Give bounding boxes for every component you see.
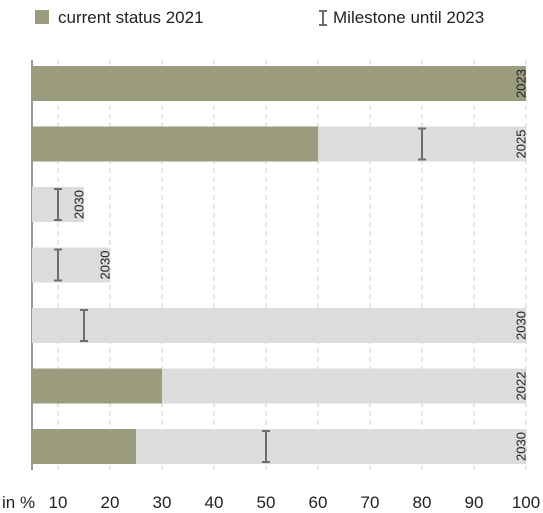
status-bar (32, 368, 162, 404)
x-tick-label: 10 (49, 493, 68, 512)
x-tick-label: 60 (309, 493, 328, 512)
legend-status-swatch (35, 10, 49, 24)
target-year-label: 2030 (98, 251, 113, 280)
x-axis-ticks: 10 20 30 40 50 60 70 80 90 100 (49, 493, 541, 512)
status-bar (32, 126, 318, 162)
target-year-label: 2030 (514, 311, 529, 340)
x-tick-label: 70 (361, 493, 380, 512)
bar-row: 2030 (32, 429, 529, 464)
legend-milestone-icon (319, 10, 327, 26)
bar-row: 2030 (32, 187, 87, 222)
x-tick-label: 30 (153, 493, 172, 512)
milestone-marker (80, 309, 88, 342)
target-bar (32, 308, 526, 343)
bar-row: 2023 (32, 66, 529, 101)
target-year-label: 2025 (514, 130, 529, 159)
target-year-label: 2022 (514, 372, 529, 401)
x-tick-label: 20 (101, 493, 120, 512)
target-year-label: 2023 (514, 69, 529, 98)
legend-status-label: current status 2021 (58, 8, 204, 27)
x-tick-label: 80 (413, 493, 432, 512)
legend: current status 2021 Milestone until 2023 (35, 8, 484, 27)
milestone-marker (54, 188, 62, 221)
x-tick-label: 100 (512, 493, 540, 512)
x-axis: in % 10 20 30 40 50 60 70 80 90 100 (2, 493, 540, 512)
milestone-marker (262, 430, 270, 463)
bar-row: 2022 (32, 368, 529, 404)
legend-milestone-label: Milestone until 2023 (333, 8, 484, 27)
milestone-marker (418, 127, 426, 161)
target-year-label: 2030 (72, 190, 87, 219)
bar-row: 2030 (32, 308, 529, 343)
target-bar (32, 247, 110, 283)
bars: 2023 2025 2030 2030 2030 2022 2030 (32, 66, 529, 464)
status-bar (32, 429, 136, 464)
gridlines (57, 60, 527, 470)
bar-row: 2025 (32, 126, 529, 162)
status-bar (32, 66, 526, 101)
x-axis-unit-label: in % (2, 493, 35, 512)
target-year-label: 2030 (514, 432, 529, 461)
x-tick-label: 50 (257, 493, 276, 512)
x-tick-label: 40 (205, 493, 224, 512)
x-tick-label: 90 (465, 493, 484, 512)
bar-row: 2030 (32, 247, 113, 283)
milestone-marker (54, 248, 62, 282)
